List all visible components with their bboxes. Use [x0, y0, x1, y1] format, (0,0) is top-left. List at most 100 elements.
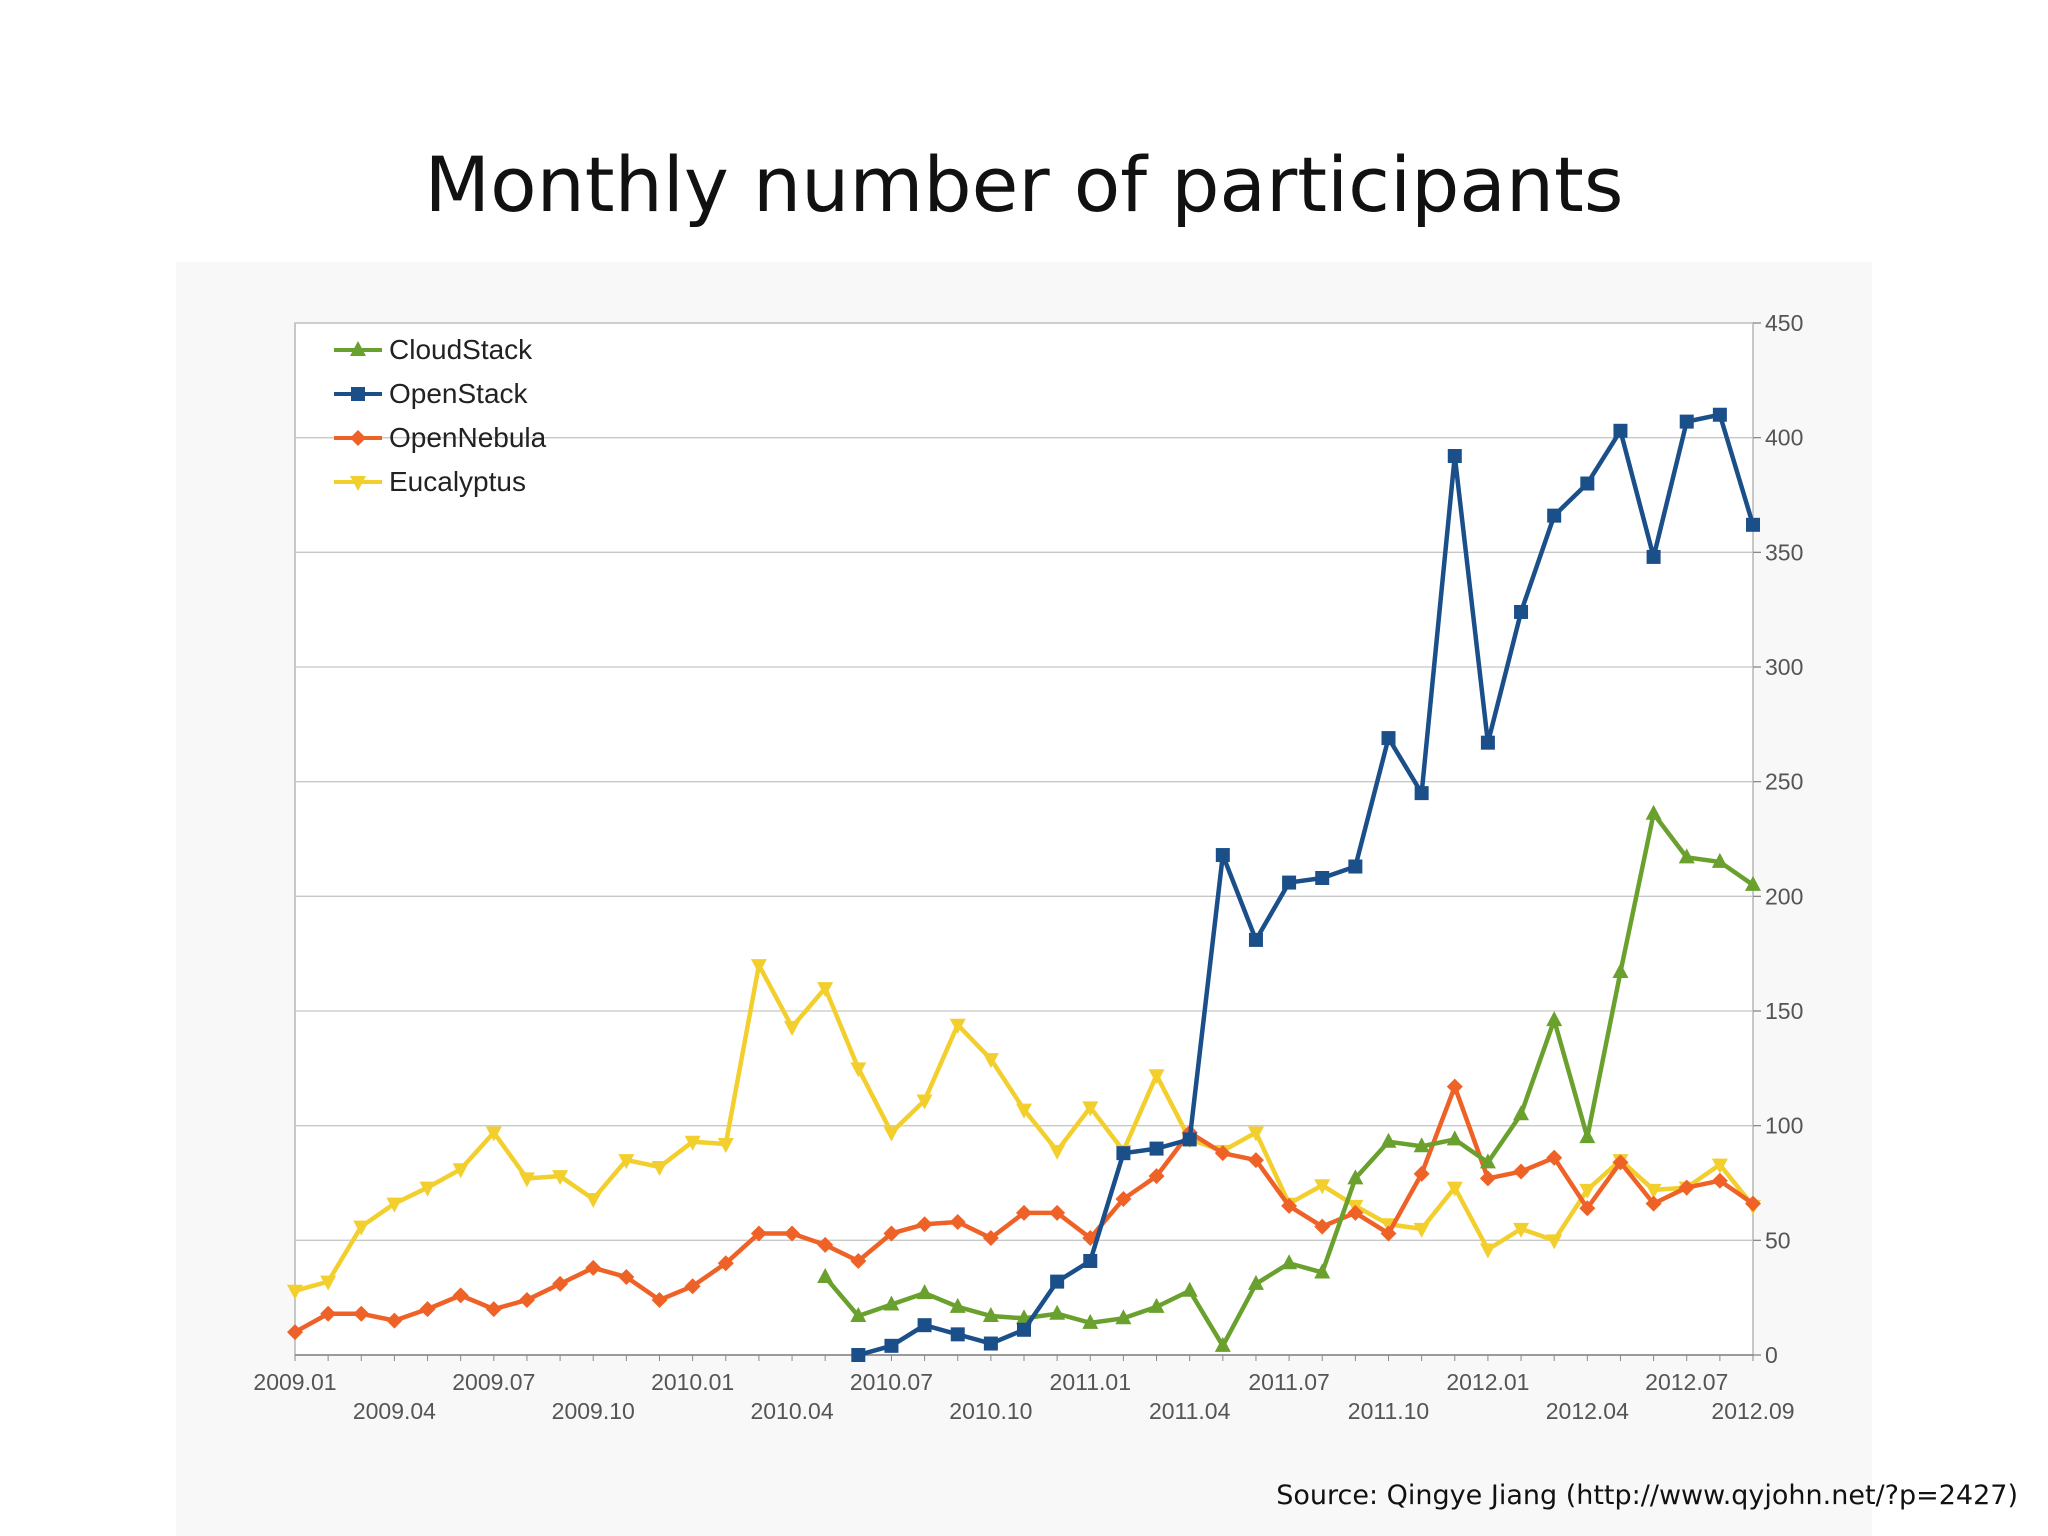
opennebula-point: [1446, 1078, 1463, 1095]
eucalyptus-point: [1314, 1179, 1331, 1195]
eucalyptus-point: [320, 1275, 337, 1291]
eucalyptus-point: [1413, 1222, 1430, 1238]
x-tick-label: 2009.01: [253, 1369, 336, 1395]
x-tick-label: 2012.01: [1446, 1369, 1529, 1395]
eucalyptus-point: [750, 959, 767, 975]
opennebula-point: [1479, 1170, 1496, 1187]
eucalyptus-point: [982, 1053, 999, 1069]
opennebula-point: [1711, 1172, 1728, 1189]
eucalyptus-point: [949, 1018, 966, 1034]
cloudstack-point: [982, 1307, 999, 1323]
eucalyptus-point: [1546, 1234, 1563, 1250]
cloudstack-point: [1314, 1263, 1331, 1279]
openstack-point: [1282, 875, 1297, 890]
openstack-point: [1613, 423, 1628, 438]
eucalyptus-point: [452, 1163, 469, 1179]
cloudstack-point: [1082, 1313, 1099, 1329]
opennebula-point: [585, 1259, 602, 1276]
opennebula-legend-label: OpenNebula: [389, 422, 547, 453]
x-tick-label: 2011.07: [1248, 1369, 1329, 1395]
cloudstack-point: [1247, 1274, 1264, 1290]
opennebula-point: [485, 1301, 502, 1318]
opennebula-point: [1413, 1165, 1430, 1182]
opennebula-point: [1579, 1200, 1596, 1217]
cloudstack-point: [1281, 1254, 1298, 1270]
cloudstack-point: [883, 1295, 900, 1311]
cloudstack-point: [1745, 875, 1761, 891]
y-tick-label: 450: [1765, 310, 1803, 336]
y-tick-label: 100: [1765, 1113, 1803, 1139]
y-tick-label: 300: [1765, 654, 1803, 680]
cloudstack-point: [1049, 1304, 1066, 1320]
eucalyptus-point: [1446, 1181, 1463, 1197]
x-tick-label: 2010.10: [949, 1398, 1032, 1424]
eucalyptus-point: [1049, 1144, 1066, 1160]
opennebula-point: [1016, 1204, 1032, 1221]
opennebula-point: [1546, 1149, 1563, 1166]
cloudstack-point: [1678, 848, 1695, 864]
eucalyptus-point: [1148, 1069, 1165, 1085]
y-tick-label: 150: [1765, 998, 1803, 1024]
x-tick-label: 2011.10: [1348, 1398, 1429, 1424]
opennebula-point: [518, 1291, 535, 1308]
eucalyptus-point: [1082, 1101, 1099, 1117]
cloudstack-legend-marker: [350, 341, 366, 356]
opennebula-point: [750, 1225, 767, 1242]
openstack-point: [1348, 859, 1363, 874]
eucalyptus-point: [287, 1284, 303, 1300]
opennebula-point: [320, 1305, 337, 1322]
opennebula-point: [784, 1225, 801, 1242]
opennebula-point: [949, 1213, 966, 1230]
x-tick-label: 2009.07: [452, 1369, 535, 1395]
openstack-legend-label: OpenStack: [389, 378, 529, 409]
opennebula-point: [1082, 1230, 1099, 1247]
openstack-point: [1315, 870, 1330, 885]
cloudstack-point: [1479, 1153, 1496, 1169]
cloudstack-point: [1446, 1130, 1463, 1146]
opennebula-point: [1347, 1204, 1364, 1221]
opennebula-legend-marker: [350, 430, 366, 446]
eucalyptus-point: [883, 1126, 900, 1142]
opennebula-point: [684, 1278, 701, 1295]
cloudstack-point: [1579, 1128, 1596, 1144]
cloudstack-point: [916, 1284, 933, 1300]
opennebula-point: [1281, 1197, 1298, 1214]
cloudstack-legend-label: CloudStack: [389, 334, 533, 365]
eucalyptus-point: [552, 1170, 569, 1186]
openstack-point: [1116, 1146, 1131, 1161]
x-tick-label: 2012.04: [1546, 1398, 1629, 1424]
opennebula-point: [419, 1301, 436, 1318]
y-tick-label: 400: [1765, 425, 1803, 451]
openstack-point: [1083, 1253, 1098, 1268]
cloudstack-point: [1380, 1132, 1397, 1148]
opennebula-point: [817, 1236, 834, 1253]
openstack-point: [1746, 517, 1760, 532]
opennebula-point: [1745, 1195, 1761, 1212]
line-chart: 0 50 100 150 200 250 300 350 400 450 2009.01 2009.0…: [253, 310, 1803, 1424]
x-tick-label: 2011.04: [1149, 1398, 1231, 1424]
eucalyptus-point: [485, 1126, 502, 1142]
openstack-point: [851, 1348, 866, 1362]
source-note: Source: Qingye Jiang (http://www.qyjohn.…: [1276, 1480, 2018, 1511]
cloudstack-point: [1115, 1309, 1132, 1325]
y-tick-label: 0: [1765, 1342, 1778, 1368]
openstack-point: [1679, 414, 1694, 429]
cloudstack-point: [1645, 804, 1662, 820]
x-tick-label: 2010.01: [651, 1369, 734, 1395]
eucalyptus-point: [353, 1220, 370, 1236]
eucalyptus-point: [585, 1193, 602, 1209]
x-tick-label: 2010.07: [850, 1369, 933, 1395]
opennebula-point: [353, 1305, 370, 1322]
opennebula-point: [618, 1269, 635, 1286]
eucalyptus-point: [386, 1197, 403, 1213]
openstack-point: [1414, 786, 1429, 801]
opennebula-point: [1148, 1168, 1165, 1185]
openstack-point: [1050, 1274, 1065, 1289]
opennebula-point: [850, 1252, 867, 1269]
openstack-point: [1381, 731, 1396, 746]
eucalyptus-point: [850, 1062, 867, 1078]
openstack-point: [1547, 508, 1562, 523]
opennebula-point: [1513, 1163, 1530, 1180]
openstack-point: [1646, 549, 1661, 564]
opennebula-point: [287, 1324, 303, 1341]
